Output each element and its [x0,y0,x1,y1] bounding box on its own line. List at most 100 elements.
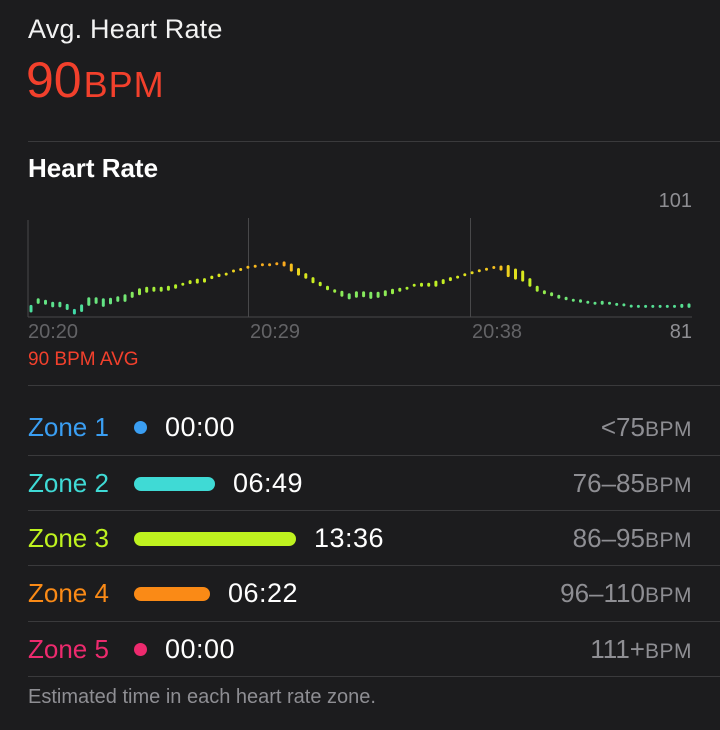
heart-rate-bar [203,278,206,283]
heart-rate-bar [130,291,134,298]
divider [28,455,720,456]
heart-rate-bar [268,263,272,267]
heart-rate-bar [420,282,423,287]
zone-row-3: Zone 3 13:36 86–95BPM [28,511,692,566]
avg-heart-rate-value: 90BPM [26,52,165,121]
zone-time: 00:00 [165,634,236,664]
avg-heart-rate-unit: BPM [83,64,165,105]
y-min-label: 81 [670,321,692,343]
zone-time: 06:22 [228,578,299,608]
heart-rate-bar [636,304,640,308]
heart-rate-bar [181,282,185,286]
zone-row-2: Zone 2 06:49 76–85BPM [28,456,692,511]
heart-rate-bar [687,303,691,308]
heart-rate-bar [506,265,510,278]
heart-rate-bar [36,298,40,304]
heart-rate-bar [29,304,33,313]
heart-rate-bar [318,281,322,287]
heart-rate-bar [347,293,351,300]
heart-rate-bar [470,271,474,275]
divider [28,141,720,142]
heart-rate-chart: 101 20:20 20:29 20:38 81 90 BPM AVG [27,190,692,370]
heart-rate-bar [369,291,373,299]
heart-rate-bar [427,282,431,287]
heart-rate-bar [673,304,676,308]
heart-rate-bar [101,298,105,307]
x-tick-label: 20:20 [28,321,78,343]
heart-rate-bar [217,273,221,278]
zone-name: Zone 5 [28,634,109,664]
heart-rate-bar [485,267,488,271]
heart-rate-bar [239,268,243,271]
heart-rate-bar [463,273,467,277]
heart-rate-bar [600,300,604,305]
zone-name: Zone 4 [28,578,109,608]
heart-rate-bar [232,269,235,273]
heart-rate-bar [383,290,387,297]
heart-rate-bar [275,262,279,266]
heart-rate-bar [109,297,112,305]
heart-rate-bar [260,263,264,267]
heart-rate-bar [456,275,460,279]
avg-heart-rate-label: Avg. Heart Rate [28,14,223,44]
heart-rate-bar [564,296,568,301]
avg-label: 90 BPM AVG [28,349,139,370]
heart-rate-bar [253,264,257,268]
zone-time: 00:00 [165,412,236,442]
heart-rate-bar [550,292,554,297]
heart-rate-bar [289,263,293,272]
zone-range: <75BPM [600,412,692,442]
heart-rate-chart-title: Heart Rate [28,153,159,183]
x-tick-label: 20:38 [472,321,522,343]
heart-rate-bar [622,303,626,307]
heart-rate-bar [304,273,308,279]
divider [28,621,720,622]
heart-rate-bar [44,299,47,305]
heart-rate-bar [94,297,98,304]
heart-rate-bar [499,265,503,271]
zone-range: 96–110BPM [560,578,692,608]
divider [28,385,720,386]
heart-rate-bar [405,286,409,290]
heart-rate-bar [72,308,76,315]
heart-rate-bar [412,283,416,287]
heart-rate-bar [571,298,575,302]
heart-rate-bar [195,278,199,284]
heart-rate-bar [665,304,669,308]
heart-rate-bar [579,299,582,303]
heart-rate-bar [65,303,69,310]
heart-rate-bar [680,303,684,308]
heart-rate-bar [282,261,286,267]
heart-rate-bar [441,279,445,285]
heart-rate-bar [391,288,394,295]
avg-heart-rate-number: 90 [26,52,82,108]
heart-rate-bar [297,268,300,276]
zone-time: 06:49 [233,468,304,498]
heart-rate-bar [145,286,149,293]
heart-rate-bar [311,277,315,284]
zone-time: 13:36 [314,523,385,553]
zone-indicator [134,643,147,656]
heart-rate-bar [87,297,91,306]
heart-rate-bar [210,275,214,280]
heart-rate-bar [340,290,344,297]
heart-rate-bar [188,280,192,285]
heart-rate-bar [152,286,156,292]
x-tick-label: 20:29 [250,321,300,343]
heart-rate-bar [434,280,438,287]
heart-rate-bar [658,304,662,308]
zone-name: Zone 3 [28,523,109,553]
heart-rate-bar [629,304,633,308]
heart-rate-bar [246,265,250,269]
heart-rate-bar [333,289,337,293]
heart-rate-bar [166,285,170,291]
heart-rate-bar [477,269,481,273]
heart-rate-bar [174,284,178,289]
heart-rate-bar [362,291,366,298]
zone-row-5: Zone 5 00:00 111+BPM [28,622,692,677]
divider [28,510,720,511]
heart-rate-bar [593,301,597,305]
heart-rate-bar [80,304,84,312]
heart-rate-bar [528,278,532,287]
zones-footnote: Estimated time in each heart rate zone. [28,686,376,708]
